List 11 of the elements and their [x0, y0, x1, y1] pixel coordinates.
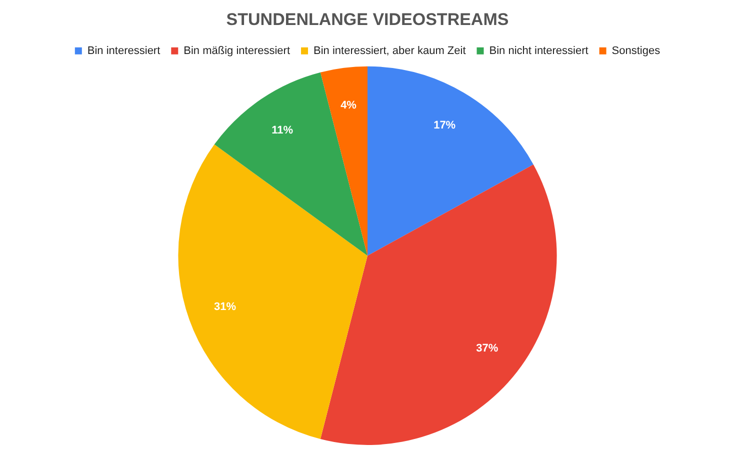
data-label: 11%	[272, 124, 294, 136]
legend-label: Sonstiges	[612, 44, 661, 57]
data-label: 17%	[434, 119, 456, 132]
legend-label: Bin mäßig interessiert	[184, 44, 290, 57]
data-label: 31%	[214, 301, 236, 314]
data-label: 4%	[340, 99, 357, 112]
legend-label: Bin nicht interessiert	[489, 44, 588, 57]
legend-label: Bin interessiert	[87, 44, 160, 57]
data-label: 37%	[476, 342, 498, 355]
legend-label: Bin interessiert, aber kaum Zeit	[314, 44, 466, 57]
chart-title: STUNDENLANGE VIDEOSTREAMS	[226, 10, 509, 29]
